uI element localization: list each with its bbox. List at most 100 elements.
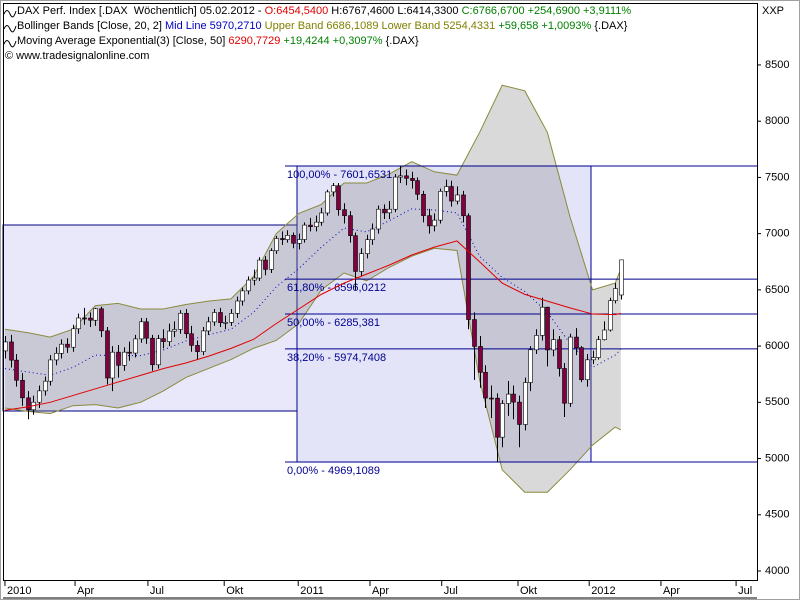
candle-body (93, 308, 98, 321)
candle-body (523, 382, 528, 425)
candle-body (76, 317, 81, 330)
candle-body (427, 215, 432, 227)
candle-body (336, 185, 341, 210)
candle-body (438, 191, 443, 221)
candle-body (184, 312, 189, 335)
y-tick-label: 5000 (765, 452, 789, 464)
candle-body (602, 329, 607, 340)
ema-line (4, 240, 621, 411)
candle-body (302, 224, 307, 240)
candle-body (212, 312, 217, 323)
fib-label: 38,20% - 5974,7408 (287, 352, 386, 364)
candle-body (65, 343, 70, 348)
candle-body (461, 194, 466, 217)
candle-body (20, 379, 25, 399)
x-tick-label: Okt (520, 585, 537, 597)
candle-body (48, 359, 53, 382)
candle-body (9, 341, 14, 361)
y-tick-label: 4500 (765, 509, 789, 521)
candle-body (285, 235, 290, 240)
candle-body (127, 351, 132, 354)
y-tick-label: 8500 (765, 59, 789, 71)
candle-body (105, 330, 110, 379)
band-fill (4, 85, 621, 493)
candle-body (365, 239, 370, 254)
candle-body (314, 221, 319, 227)
candle-body (540, 306, 545, 336)
candle-body (404, 175, 409, 179)
candle-body (325, 191, 330, 214)
candle-body (82, 317, 87, 320)
header-text: Moving Average Exponential(3) [Close, 50… (17, 35, 228, 47)
candle-body (223, 322, 228, 324)
header-text: {.DAX} (594, 20, 627, 32)
candle-body (557, 339, 562, 369)
header-text: Bollinger Bands [Close, 20, 2] (17, 20, 165, 32)
candle-body (252, 277, 257, 281)
candle-body (235, 300, 240, 314)
candle-body (297, 239, 302, 244)
candle-body (37, 390, 42, 403)
header-line: DAX Perf. Index [.DAX Wöchentlich] 05.02… (17, 5, 631, 17)
candle-body (483, 371, 488, 399)
fib-label: 100,00% - 7601,6531 (287, 169, 392, 181)
candle-body (167, 330, 172, 342)
candle-body (3, 341, 8, 352)
candle-body (455, 194, 460, 202)
candle-body (500, 403, 505, 438)
candle-body (551, 339, 556, 351)
candle-body (257, 259, 262, 279)
candle-body (54, 352, 59, 361)
candle-body (359, 253, 364, 272)
candle-body (376, 208, 381, 230)
candle-body (161, 338, 166, 342)
header-text: C:6766,6700 +254,6900 +3,9111% (462, 5, 632, 17)
fib-label: 0,00% - 4969,1089 (287, 465, 380, 477)
candle-body (585, 359, 590, 381)
candle-body (88, 317, 93, 321)
candle-body (387, 208, 392, 214)
candle-body (517, 401, 522, 425)
candle-body (511, 393, 516, 403)
candle-body (291, 235, 296, 244)
y-tick-label: 4000 (765, 565, 789, 577)
candle-body (370, 228, 375, 241)
candle-body (133, 338, 138, 354)
candle-body (466, 215, 471, 320)
candle-body (71, 328, 76, 348)
fib-label: 61,80% - 6596,0212 (287, 282, 386, 294)
candle-body (319, 212, 324, 223)
candle-body (398, 175, 403, 178)
candle-body (201, 330, 206, 352)
candle-body (579, 347, 584, 381)
x-tick-label: 2010 (7, 585, 31, 597)
candle-body (545, 306, 550, 351)
legend-icon (3, 10, 17, 18)
y-tick-label: 7500 (765, 171, 789, 183)
candle-body (156, 338, 161, 366)
candle-body (528, 349, 533, 383)
y-tick-label: 8000 (765, 115, 789, 127)
candle-body (269, 250, 274, 270)
candle-body (218, 312, 223, 324)
x-tick-label: 2012 (591, 585, 615, 597)
candle-body (189, 333, 194, 346)
candle-body (596, 339, 601, 358)
candle-body (206, 321, 211, 332)
candle-body (619, 259, 624, 296)
candle-body (432, 219, 437, 227)
candle-body (280, 238, 285, 240)
candle-body (331, 185, 336, 193)
candle-body (574, 336, 579, 348)
y-tick-label: 6000 (765, 340, 789, 352)
candle-body (353, 235, 358, 272)
header-text: {.DAX} (386, 35, 419, 47)
header-text: +19,4244 +0,3097% (283, 35, 385, 47)
candle-body (613, 288, 618, 301)
candle-body (393, 176, 398, 210)
candle-body (26, 397, 31, 411)
legend-icon (3, 40, 17, 48)
candle-body (444, 186, 449, 192)
candle-body (139, 321, 144, 340)
